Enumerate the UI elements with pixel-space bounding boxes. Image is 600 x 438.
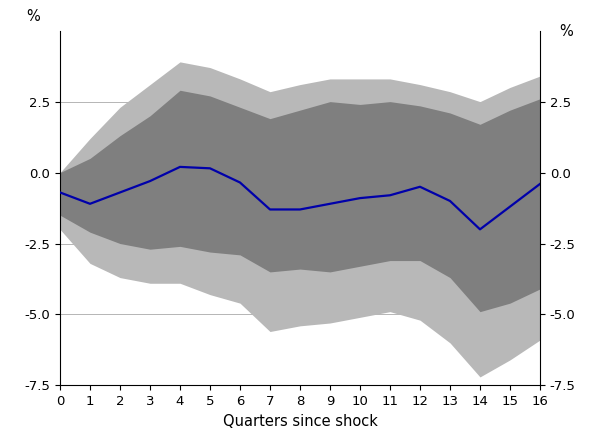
Y-axis label: %: % (560, 24, 573, 39)
X-axis label: Quarters since shock: Quarters since shock (223, 414, 377, 429)
Y-axis label: %: % (27, 9, 40, 24)
